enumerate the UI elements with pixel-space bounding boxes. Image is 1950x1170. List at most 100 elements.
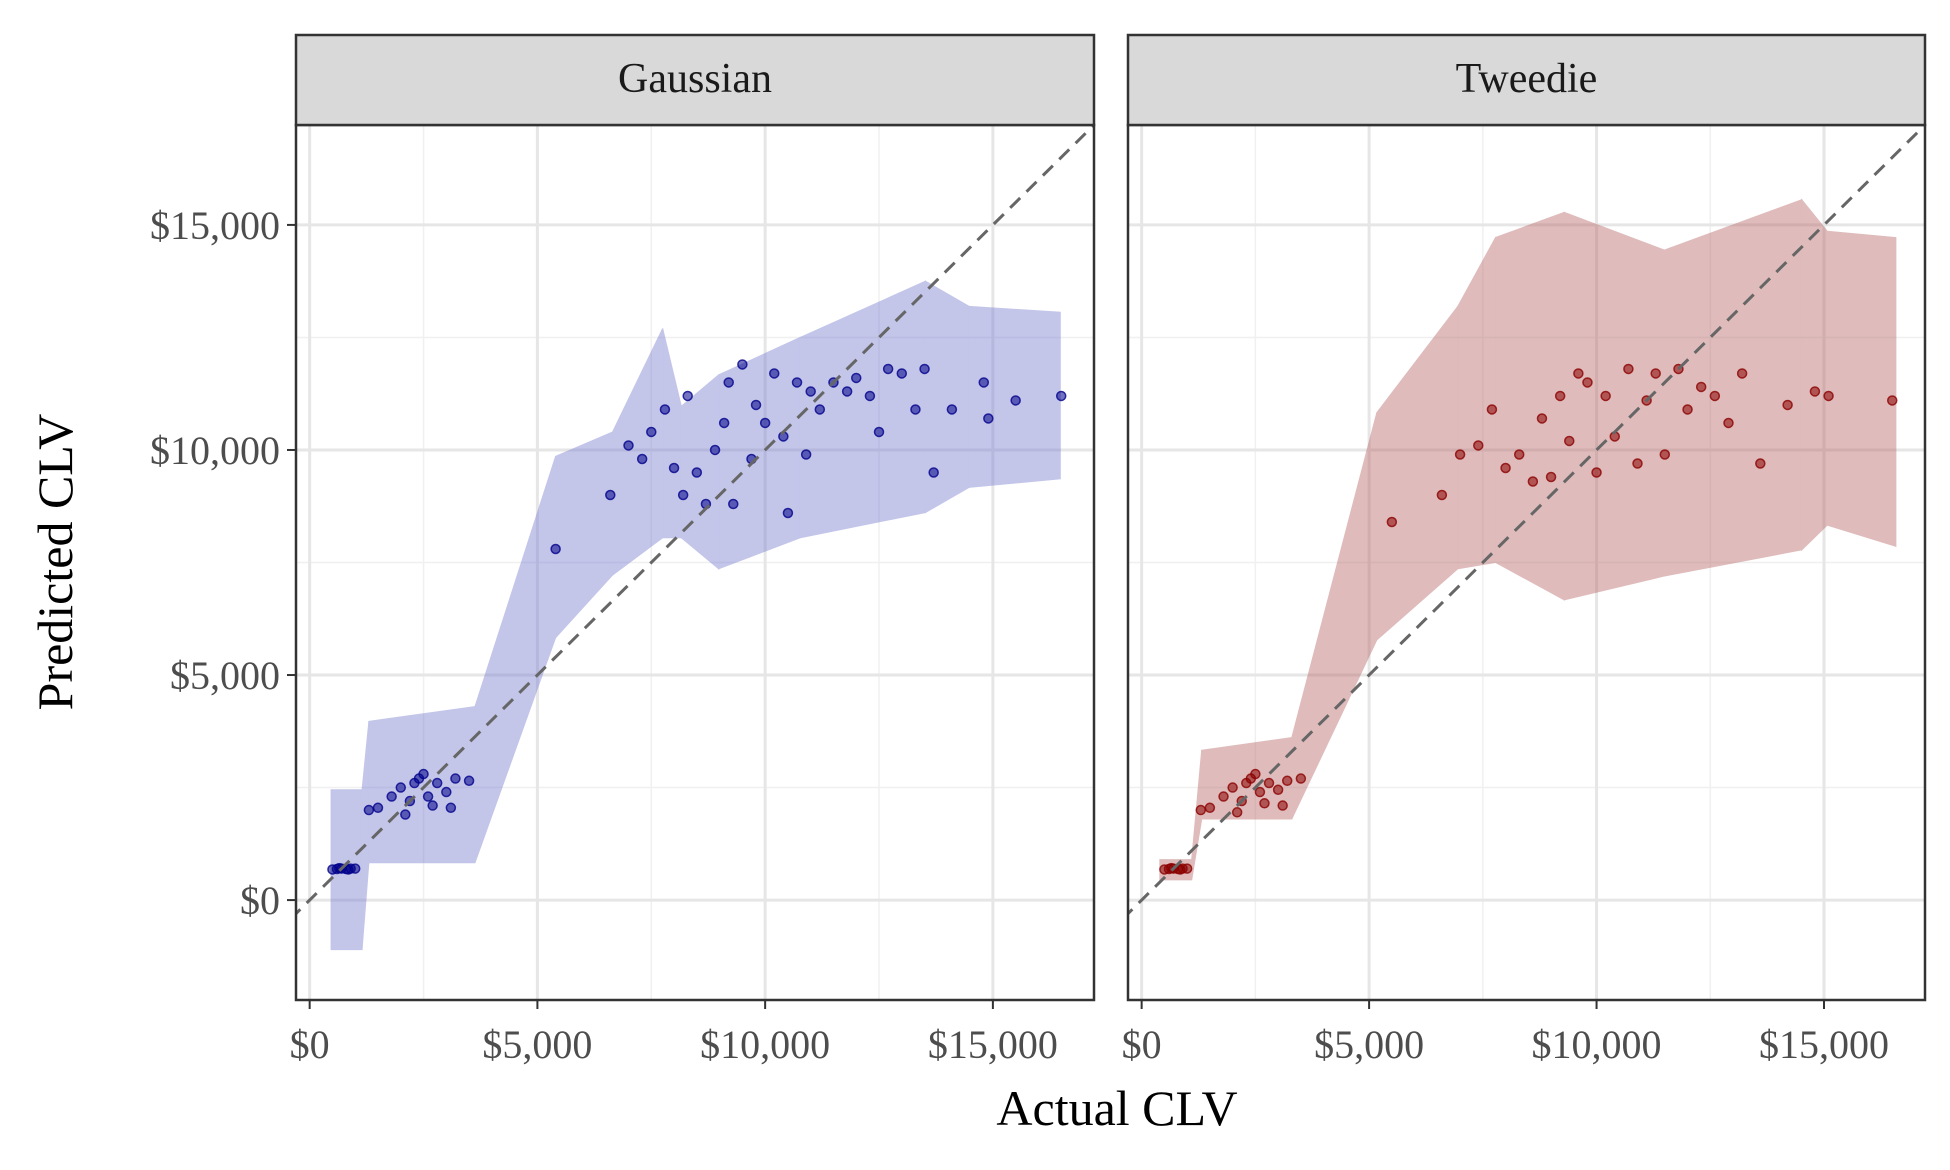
point [1473, 440, 1484, 451]
point [1436, 489, 1448, 501]
point [1564, 435, 1575, 447]
point [750, 399, 762, 411]
ribbon-segment [662, 328, 682, 539]
point [668, 462, 680, 474]
ribbon-segment [1563, 211, 1665, 601]
x-tick-label: $15,000 [1759, 1022, 1889, 1067]
point [441, 786, 452, 798]
point [605, 489, 616, 501]
point [1386, 516, 1398, 528]
point [682, 390, 693, 402]
point [841, 386, 853, 397]
point [1809, 386, 1821, 397]
x-tick-label: $10,000 [1532, 1022, 1662, 1067]
point [919, 363, 930, 375]
diagonal [296, 125, 1094, 916]
point [363, 804, 375, 816]
ribbon-segment [368, 705, 476, 864]
point [1527, 476, 1539, 487]
point [691, 467, 703, 478]
point [896, 368, 908, 379]
point [1055, 390, 1067, 402]
point [718, 417, 730, 429]
point [372, 802, 384, 814]
point [1600, 390, 1611, 402]
point [450, 773, 461, 784]
point [463, 775, 475, 787]
point [1500, 462, 1511, 474]
point [677, 489, 689, 501]
point [850, 372, 862, 384]
point [1254, 786, 1266, 798]
point [400, 809, 411, 820]
point [1591, 467, 1602, 478]
point [659, 404, 671, 415]
point [723, 377, 734, 388]
x-tick-label: $0 [1122, 1022, 1162, 1067]
point [636, 453, 648, 465]
point [983, 413, 994, 424]
point [1486, 404, 1498, 415]
point [1886, 395, 1898, 406]
point [1723, 417, 1734, 429]
point [427, 800, 438, 811]
point [1545, 471, 1557, 483]
point [864, 390, 876, 402]
point [1659, 449, 1671, 460]
strip [1126, 33, 1927, 127]
reference-line [1128, 125, 1925, 916]
point [782, 507, 794, 519]
point [1281, 775, 1293, 787]
ribbon-segment [1801, 198, 1828, 552]
point [395, 782, 407, 793]
point [1181, 863, 1193, 874]
ribbon-segment [1663, 199, 1803, 577]
point [737, 359, 748, 370]
ribbon [330, 280, 1061, 951]
point [431, 777, 443, 789]
point [550, 543, 561, 555]
point [709, 444, 721, 456]
point [1782, 399, 1793, 411]
ribbon-segment [555, 431, 614, 639]
point [1010, 395, 1021, 406]
point [422, 791, 434, 802]
point [418, 768, 429, 780]
point [386, 791, 397, 802]
y-tick-label: $0 [240, 878, 280, 923]
point [1755, 458, 1766, 469]
ribbon-segment [718, 336, 801, 570]
x-axis-label: Actual CLV [996, 1080, 1237, 1136]
point [791, 377, 803, 388]
point [1650, 368, 1661, 379]
ribbon-segment [1291, 412, 1378, 820]
point [1295, 773, 1307, 784]
point [1709, 390, 1721, 402]
diagonal [1128, 125, 1925, 916]
point [1272, 784, 1284, 796]
strip-label: Gaussian [618, 56, 772, 102]
x-tick-label: $5,000 [482, 1022, 592, 1067]
y-tick-label: $5,000 [170, 653, 280, 698]
point [805, 386, 816, 397]
strip [294, 33, 1096, 127]
x-tick-label: $10,000 [700, 1022, 830, 1067]
point [1231, 807, 1243, 818]
point [1682, 404, 1693, 415]
x-tick-label: $15,000 [928, 1022, 1058, 1067]
point [445, 802, 457, 814]
reference-line [296, 125, 1094, 916]
y-tick-label: $10,000 [150, 428, 280, 473]
point [1823, 390, 1834, 402]
point [1536, 413, 1548, 424]
point [623, 440, 634, 451]
point [814, 404, 826, 415]
point [1227, 782, 1238, 793]
point [1263, 777, 1275, 789]
point [1736, 368, 1748, 379]
point [1259, 798, 1270, 809]
point [769, 368, 780, 379]
point [728, 498, 739, 510]
point [1277, 800, 1288, 811]
